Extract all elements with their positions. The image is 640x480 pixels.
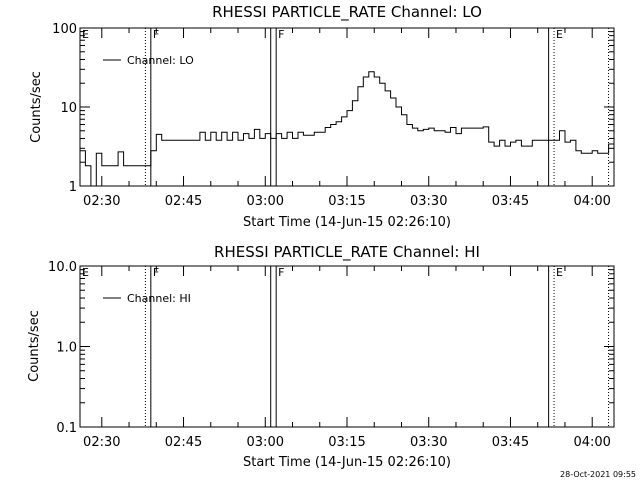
event-marker-label: E [556,28,563,41]
x-tick-label: 02:30 [83,194,120,209]
panel-lo-title: RHESSI PARTICLE_RATE Channel: LO [212,3,482,22]
event-marker-label: F [153,28,159,41]
y-tick-label: 100 [52,22,77,37]
panel-lo-x-axis-ticks: 02:30 02:45 03:00 03:15 03:30 03:45 04:00 [83,28,611,209]
x-tick-label: 02:45 [165,194,202,209]
y-tick-label: 1.0 [56,341,77,356]
panel-hi-title: RHESSI PARTICLE_RATE Channel: HI [214,243,480,262]
panel-hi-x-axis-label: Start Time (14-Jun-15 02:26:10) [243,455,451,470]
x-tick-label: 04:00 [573,435,610,450]
x-tick-label: 03:45 [492,194,529,209]
panel-lo-legend: Channel: LO [103,54,194,67]
panel-hi-x-axis-ticks: 02:30 02:45 03:00 03:15 03:30 03:45 04:00 [83,266,611,450]
panel-lo: RHESSI PARTICLE_RATE Channel: LO 110100 … [29,3,615,230]
panel-hi-legend: Channel: HI [103,292,191,305]
x-tick-label: 03:15 [328,194,365,209]
x-tick-label: 03:45 [492,435,529,450]
event-marker-label: E [82,28,89,41]
panel-lo-series [80,71,614,187]
x-tick-label: 04:00 [573,194,610,209]
event-marker-label: F [278,28,284,41]
y-tick-label: 10 [60,101,77,116]
panel-lo-y-axis-label: Counts/sec [29,71,44,143]
panel-lo-x-axis-label: Start Time (14-Jun-15 02:26:10) [243,215,451,230]
event-marker-label: E [556,266,563,279]
panel-hi-y-axis-ticks: 0.1 1.0 10.0 [48,260,614,436]
legend-label-lo: Channel: LO [127,54,194,67]
x-tick-label: 03:30 [410,194,447,209]
y-tick-label: 0.1 [56,421,77,436]
y-tick-label: 1 [69,180,77,195]
x-tick-label: 03:30 [410,435,447,450]
legend-label-hi: Channel: HI [127,292,191,305]
panel-hi-y-axis-label: Counts/sec [27,310,42,382]
footer-timestamp: 28-Oct-2021 09:55 [560,470,636,479]
series-line-lo [80,71,614,187]
y-tick-label: 10.0 [48,260,77,275]
x-tick-label: 02:30 [83,435,120,450]
x-tick-label: 02:45 [165,435,202,450]
x-tick-label: 03:00 [247,194,284,209]
event-marker-label: F [278,266,284,279]
event-marker-label: F [153,266,159,279]
x-tick-label: 03:00 [247,435,284,450]
panel-hi: RHESSI PARTICLE_RATE Channel: HI 0.1 1.0 1… [27,243,615,470]
event-marker-label: E [82,266,89,279]
x-tick-label: 03:15 [328,435,365,450]
